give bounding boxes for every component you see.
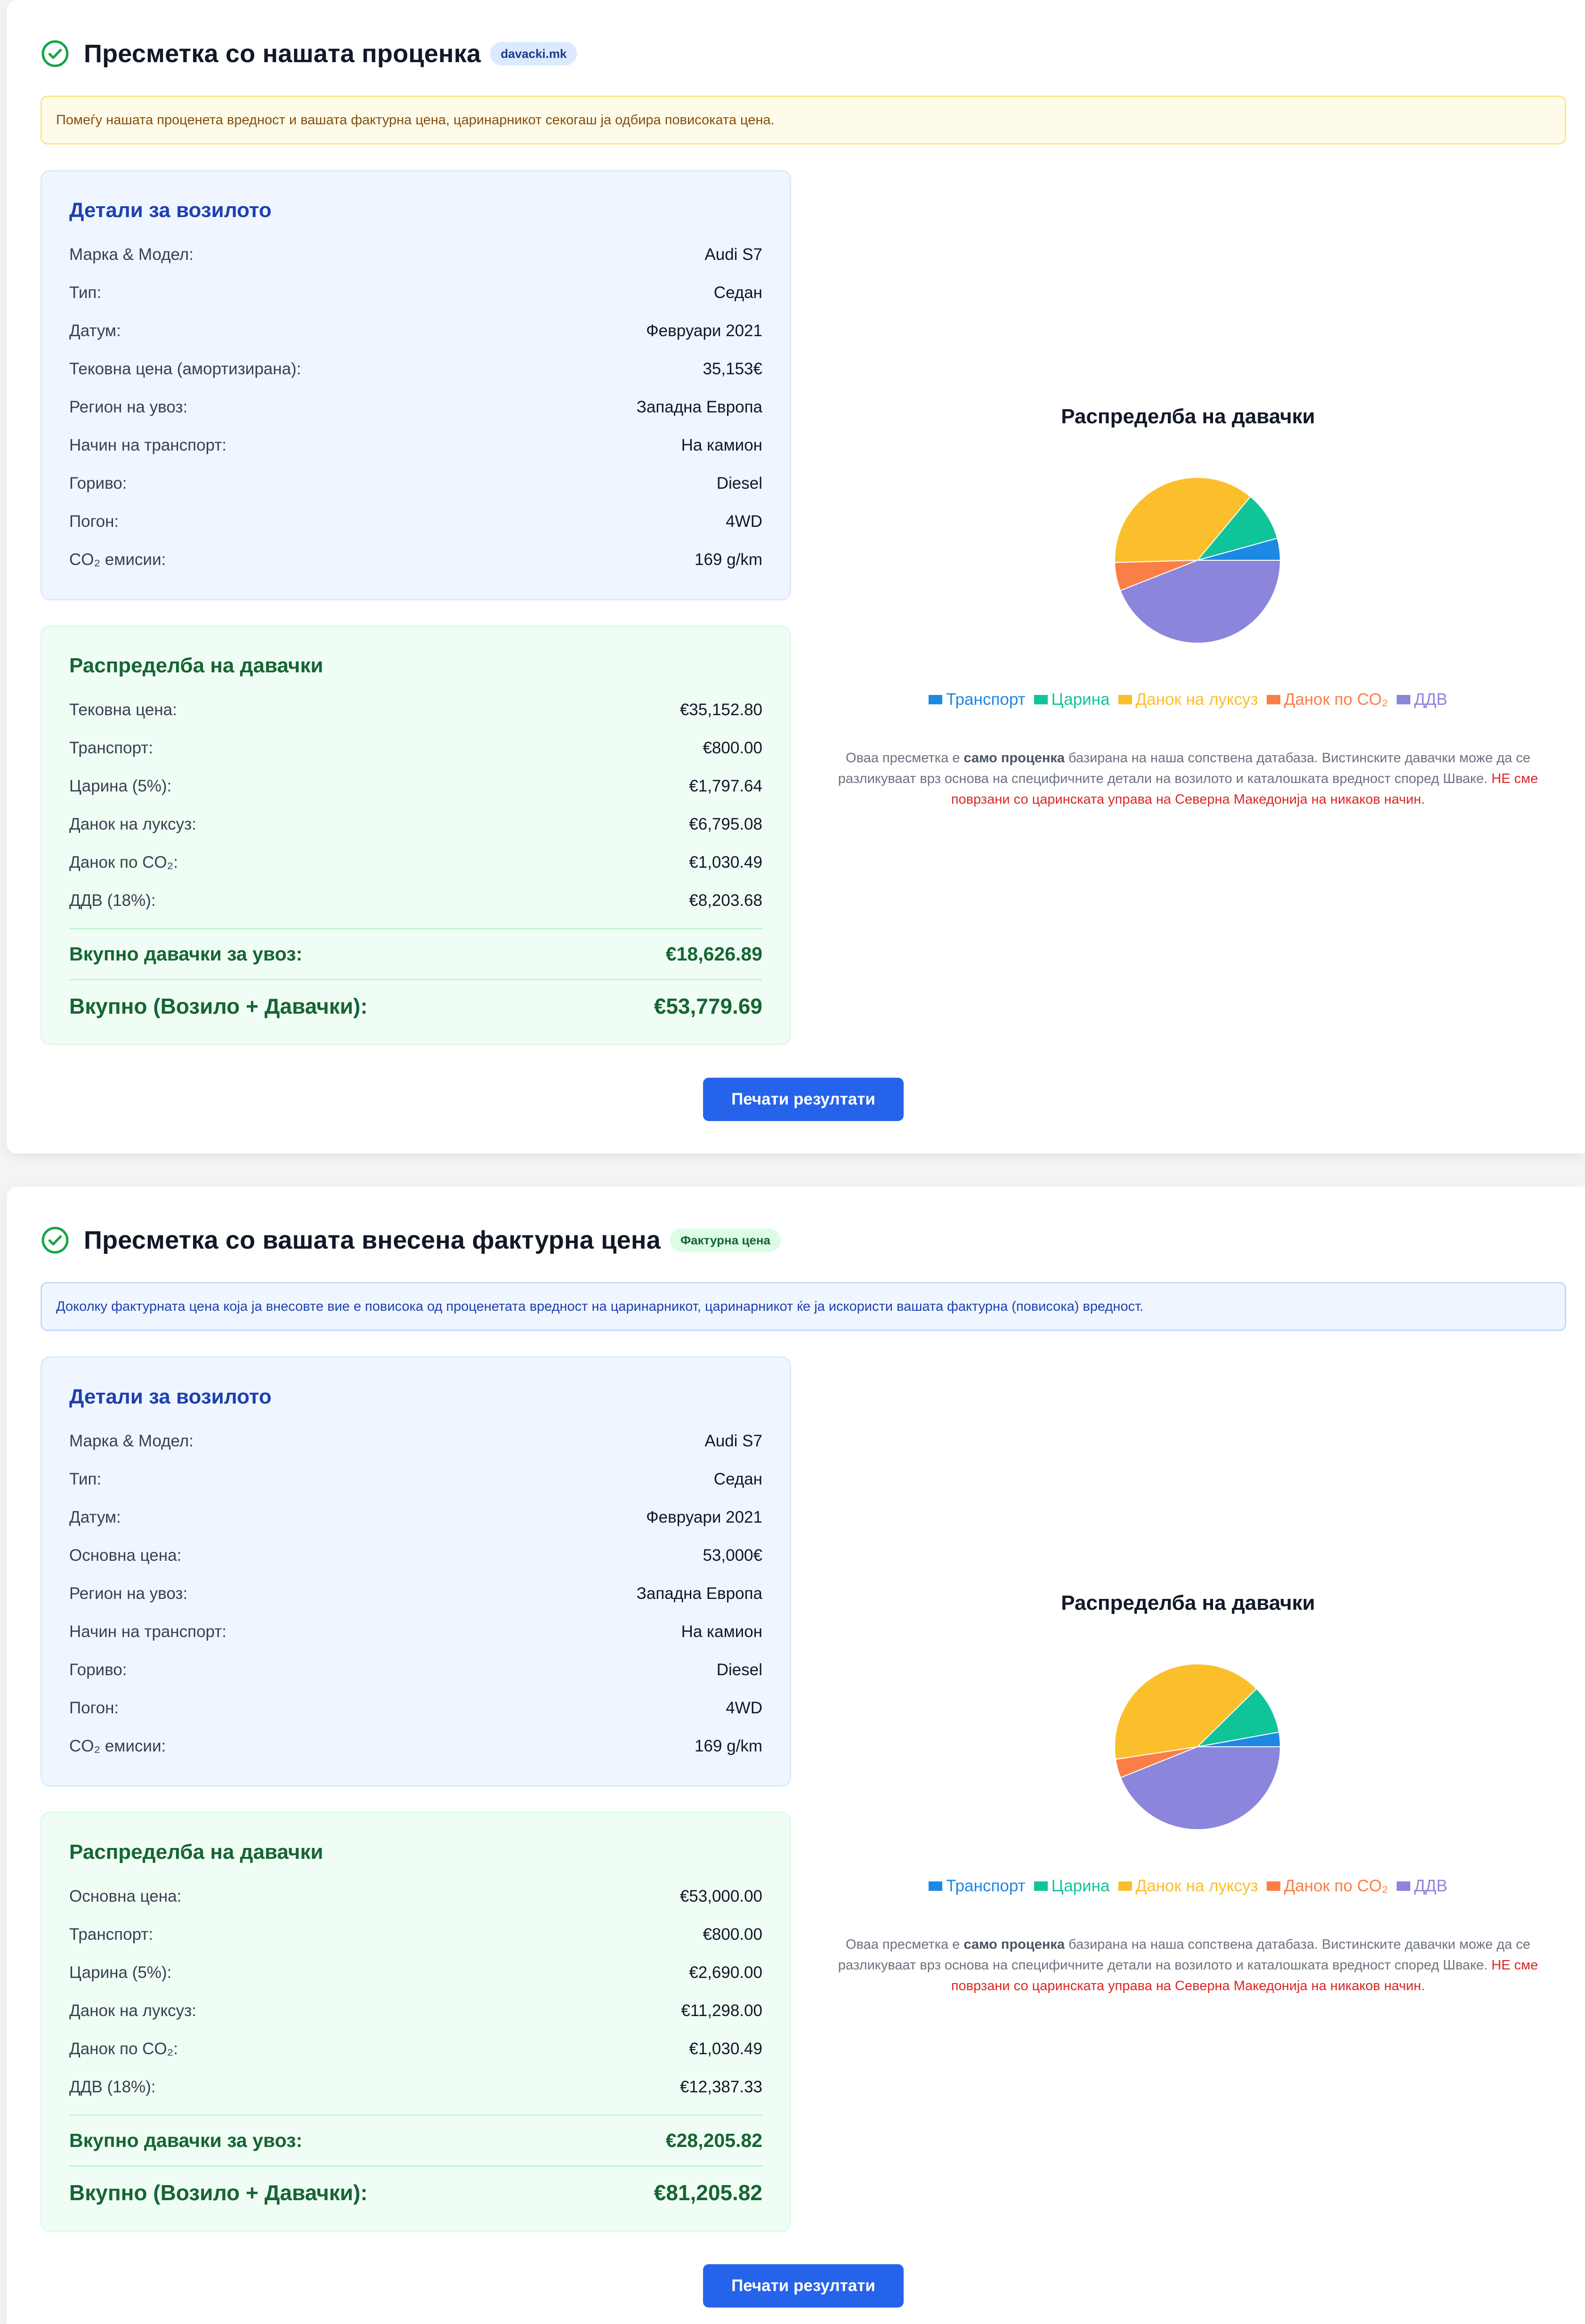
check-circle-icon: [41, 40, 69, 67]
legend-item-customs[interactable]: Царина: [1034, 1877, 1110, 1896]
section-header: Пресметка со вашата внесена фактурна цен…: [40, 1223, 781, 1257]
pie-chart: [1114, 1663, 1281, 1830]
legend-swatch: [1118, 695, 1132, 704]
grand-total-row: Вкупно (Возило + Давачки): €53,779.69: [69, 979, 762, 1032]
legend-item-luxury[interactable]: Данок на луксуз: [1118, 1877, 1258, 1896]
duties-heading: Распределба на давачки: [69, 654, 323, 677]
check-circle-icon: [41, 1227, 69, 1254]
detail-row: Гориво: Diesel: [69, 1660, 762, 1679]
legend-swatch: [1396, 1881, 1410, 1891]
vehicle-details-panel: Детали за возилото Марка & Модел: Audi S7…: [40, 170, 791, 600]
chart-title: Распределба на давачки: [1061, 405, 1315, 428]
detail-row: Датум: Февруари 2021: [69, 1508, 762, 1526]
detail-row: Марка & Модел: Audi S7: [69, 1431, 762, 1450]
duty-row: Данок на луксуз: €11,298.00: [69, 2001, 762, 2020]
detail-row: Тип: Седан: [69, 1469, 762, 1488]
disclaimer-text: Оваа пресметка е само проценка базирана …: [838, 1937, 1538, 1993]
detail-row: Марка & Модел: Audi S7: [69, 245, 762, 264]
detail-row: CO₂ емисии: 169 g/km: [69, 550, 762, 569]
legend-item-vat[interactable]: ДДВ: [1396, 1877, 1448, 1896]
duty-row: Данок по CO₂: €1,030.49: [69, 853, 762, 872]
pie-chart: [1114, 477, 1281, 644]
duties-breakdown-panel: Распределба на давачки Тековна цена: €35,…: [40, 625, 791, 1045]
pie-slice-customs[interactable]: [1196, 1688, 1280, 1748]
legend-item-customs[interactable]: Царина: [1034, 690, 1110, 709]
detail-row: Начин на транспорт: На камион: [69, 1622, 762, 1641]
pie-slice-luxury[interactable]: [1114, 1663, 1257, 1760]
legend-swatch: [1118, 1881, 1132, 1891]
detail-row: Гориво: Diesel: [69, 474, 762, 492]
chart-title: Распределба на давачки: [1061, 1591, 1315, 1614]
print-results-button[interactable]: Печати резултати: [703, 1078, 904, 1121]
legend-swatch: [1266, 695, 1280, 704]
vehicle-details-panel: Детали за возилото Марка & Модел: Audi S7…: [40, 1356, 791, 1787]
detail-row: Тип: Седан: [69, 283, 762, 302]
source-badge: davacki.mk: [490, 42, 577, 65]
legend-swatch: [1266, 1881, 1280, 1891]
duties-breakdown-panel: Распределба на давачки Основна цена: €53,…: [40, 1812, 791, 2232]
duty-row: ДДВ (18%): €12,387.33: [69, 2077, 762, 2096]
detail-row: Тековна цена (амортизирана): 35,153€: [69, 359, 762, 378]
pie-slice-vat[interactable]: [1120, 1746, 1281, 1830]
section-title: Пресметка со вашата внесена фактурна цен…: [84, 1226, 661, 1254]
duties-chart: Распределба на давачки Транспорт Царина …: [810, 377, 1566, 847]
duty-row: Транспорт: €800.00: [69, 1925, 762, 1944]
vehicle-details-heading: Детали за возилото: [69, 1385, 272, 1408]
legend-swatch: [1034, 695, 1048, 704]
detail-row: Погон: 4WD: [69, 512, 762, 531]
detail-row: Датум: Февруари 2021: [69, 321, 762, 340]
print-results-button[interactable]: Печати резултати: [703, 2264, 904, 2308]
total-duties-row: Вкупно давачки за увоз: €18,626.89: [69, 928, 762, 979]
legend-swatch: [1034, 1881, 1048, 1891]
duty-row: Основна цена: €53,000.00: [69, 1887, 762, 1905]
duty-row: Данок по CO₂: €1,030.49: [69, 2039, 762, 2058]
duty-row: ДДВ (18%): €8,203.68: [69, 891, 762, 910]
duties-chart: Распределба на давачки Транспорт Царина …: [810, 1563, 1566, 2034]
detail-row: Погон: 4WD: [69, 1698, 762, 1717]
duty-row: Царина (5%): €1,797.64: [69, 776, 762, 795]
pie-slice-vat[interactable]: [1119, 560, 1281, 644]
duty-row: Данок на луксуз: €6,795.08: [69, 815, 762, 833]
total-duties-row: Вкупно давачки за увоз: €28,205.82: [69, 2114, 762, 2165]
section-title: Пресметка со нашата проценка: [84, 40, 481, 68]
legend-item-luxury[interactable]: Данок на луксуз: [1118, 690, 1258, 709]
detail-row: Начин на транспорт: На камион: [69, 436, 762, 454]
duty-row: Транспорт: €800.00: [69, 738, 762, 757]
legend-item-transport[interactable]: Транспорт: [929, 690, 1026, 709]
legend-swatch: [929, 1881, 943, 1891]
info-notice: Помеѓу нашата проценета вредност и вашат…: [40, 96, 1566, 145]
invoice-calculation-card: Пресметка со вашата внесена фактурна цен…: [7, 1186, 1585, 2324]
legend-swatch: [929, 695, 943, 704]
chart-legend: Транспорт Царина Данок на луксуз Данок п…: [810, 690, 1566, 709]
legend-swatch: [1396, 695, 1410, 704]
estimate-calculation-card: Пресметка со нашата проценка davacki.mk …: [7, 0, 1585, 1154]
duty-row: Царина (5%): €2,690.00: [69, 1963, 762, 1982]
disclaimer-text: Оваа пресметка е само проценка базирана …: [838, 750, 1538, 807]
legend-item-vat[interactable]: ДДВ: [1396, 690, 1448, 709]
legend-item-co2[interactable]: Данок по CO₂: [1266, 690, 1388, 709]
legend-item-co2[interactable]: Данок по CO₂: [1266, 1877, 1388, 1896]
pie-slice-luxury[interactable]: [1114, 477, 1252, 563]
invoice-badge: Фактурна цена: [670, 1228, 781, 1252]
legend-item-transport[interactable]: Транспорт: [929, 1877, 1026, 1896]
duty-row: Тековна цена: €35,152.80: [69, 700, 762, 719]
detail-row: Регион на увоз: Западна Европа: [69, 1584, 762, 1603]
pie-slice-customs[interactable]: [1196, 496, 1278, 561]
duties-heading: Распределба на давачки: [69, 1840, 323, 1864]
detail-row: Основна цена: 53,000€: [69, 1546, 762, 1565]
section-header: Пресметка со нашата проценка davacki.mk: [40, 37, 577, 71]
info-notice: Доколку фактурната цена која ја внесовте…: [40, 1282, 1566, 1331]
detail-row: Регион на увоз: Западна Европа: [69, 397, 762, 416]
detail-row: CO₂ емисии: 169 g/km: [69, 1736, 762, 1755]
vehicle-details-heading: Детали за возилото: [69, 199, 272, 222]
grand-total-row: Вкупно (Возило + Давачки): €81,205.82: [69, 2165, 762, 2218]
chart-legend: Транспорт Царина Данок на луксуз Данок п…: [810, 1877, 1566, 1896]
